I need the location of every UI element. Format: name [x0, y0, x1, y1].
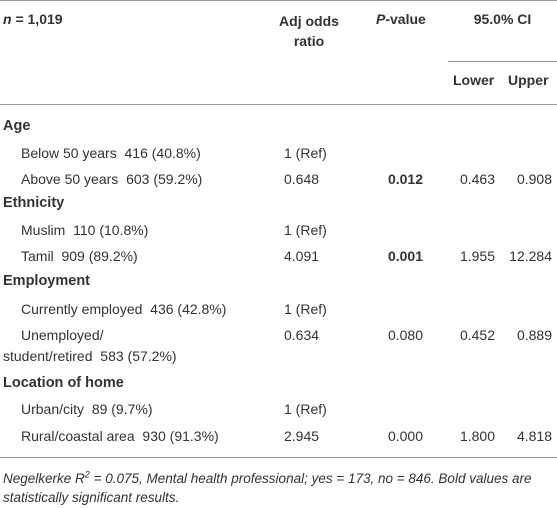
- row-label: Below 50 years 416 (40.8%): [21, 145, 201, 161]
- row-label-continued: student/retired 583 (57.2%): [3, 348, 177, 364]
- ci-lower-cell: 1.955: [459, 248, 495, 264]
- ci-upper-cell: 12.284: [509, 248, 552, 264]
- ci-subheader-rule: [448, 61, 557, 62]
- odds-cell: 1 (Ref): [284, 301, 327, 317]
- table-footnote: Negelkerke R2 = 0.075, Mental health pro…: [3, 469, 532, 505]
- header-bottom-rule: [0, 104, 557, 105]
- ci-upper-cell: 4.818: [516, 428, 552, 444]
- header-95-ci: 95.0% CI: [473, 11, 532, 27]
- p-value-cell: 0.001: [387, 248, 423, 264]
- p-value-cell: 0.080: [387, 327, 423, 343]
- section-title-age: Age: [3, 118, 31, 134]
- header-p-value: P-value: [376, 11, 426, 27]
- header-upper: Upper: [508, 72, 549, 88]
- row-label: Above 50 years 603 (59.2%): [21, 171, 203, 187]
- row-label: Currently employed 436 (42.8%): [21, 301, 227, 317]
- odds-cell: 4.091: [284, 248, 320, 264]
- odds-cell: 0.648: [284, 171, 320, 187]
- p-value-cell: 0.012: [387, 171, 423, 187]
- row-label: Tamil 909 (89.2%): [21, 248, 138, 264]
- row-label: Muslim 110 (10.8%): [21, 222, 149, 238]
- table-bottom-rule: [0, 457, 557, 458]
- odds-cell: 1 (Ref): [284, 145, 327, 161]
- ci-lower-cell: 0.452: [459, 327, 495, 343]
- header-n: n = 1,019: [3, 11, 63, 27]
- table-top-rule: [0, 0, 557, 1]
- odds-cell: 1 (Ref): [284, 401, 327, 417]
- section-title-ethnicity: Ethnicity: [3, 195, 65, 211]
- section-title-location: Location of home: [3, 375, 124, 391]
- ci-lower-cell: 0.463: [459, 171, 495, 187]
- ci-upper-cell: 0.908: [516, 171, 552, 187]
- odds-cell: 2.945: [284, 428, 320, 444]
- p-value-cell: 0.000: [387, 428, 423, 444]
- row-label: Rural/coastal area 930 (91.3%): [21, 428, 219, 444]
- row-label: Urban/city 89 (9.7%): [21, 401, 153, 417]
- section-title-employment: Employment: [3, 273, 91, 289]
- header-adj-odds-ratio: Adj odds ratio: [279, 13, 339, 49]
- odds-cell: 0.634: [284, 327, 320, 343]
- row-label: Unemployed/: [21, 327, 104, 343]
- ci-lower-cell: 1.800: [459, 428, 495, 444]
- header-lower: Lower: [453, 72, 495, 88]
- odds-cell: 1 (Ref): [284, 222, 327, 238]
- ci-upper-cell: 0.889: [516, 327, 552, 343]
